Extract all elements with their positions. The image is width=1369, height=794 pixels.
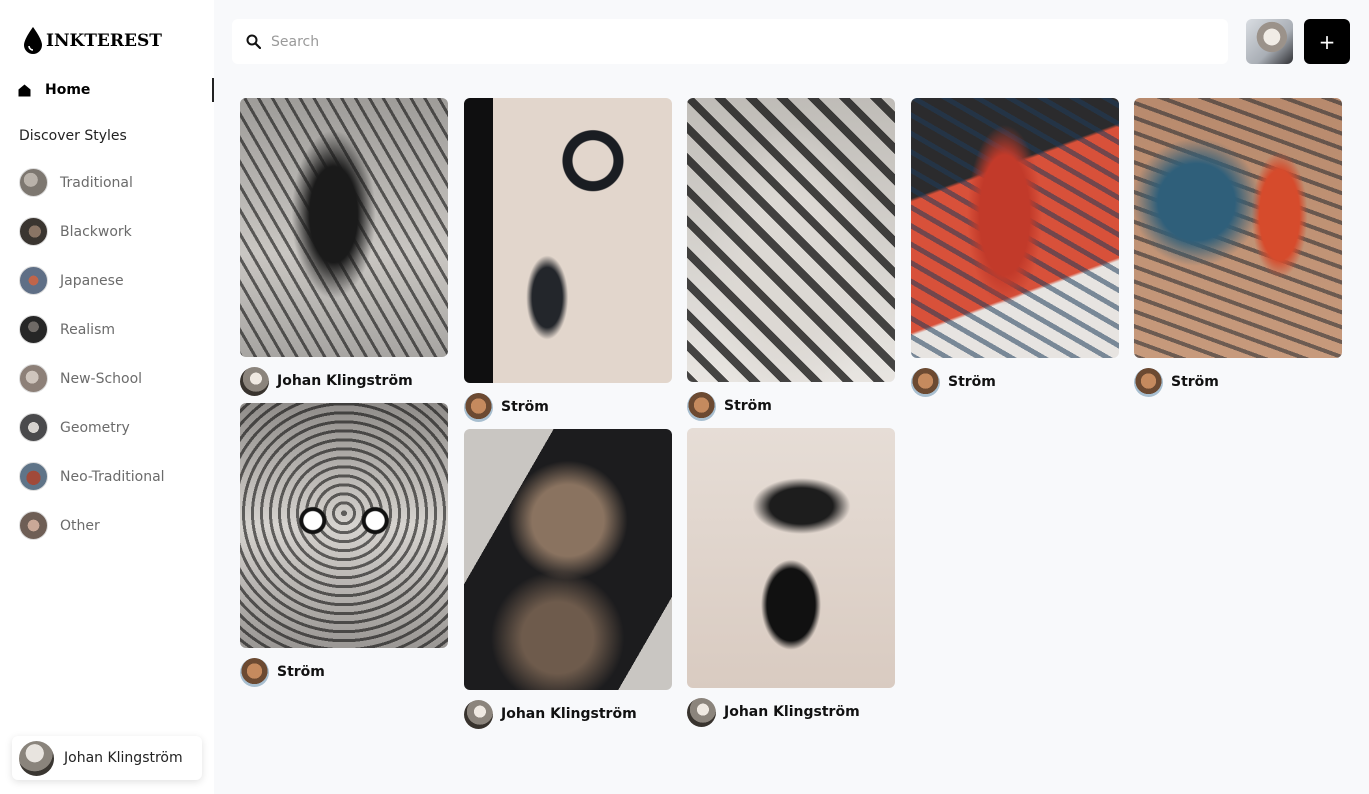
discover-styles-heading: Discover Styles: [19, 128, 127, 144]
traditional-thumbnail: [19, 168, 48, 197]
avatar: [464, 392, 493, 422]
search-input[interactable]: [271, 33, 1171, 50]
sidebar-item-label: Geometry: [60, 419, 130, 436]
sidebar-item-label: Traditional: [60, 174, 133, 191]
other-thumbnail: [19, 511, 48, 540]
ink-drop-icon: [24, 27, 42, 54]
sidebar-item-blackwork[interactable]: Blackwork: [19, 216, 165, 247]
pin-image[interactable]: [687, 98, 895, 382]
sidebar-item-realism[interactable]: Realism: [19, 314, 165, 345]
sidebar-item-label: Blackwork: [60, 223, 132, 240]
pin-card[interactable]: Johan Klingström: [464, 429, 672, 729]
pin-author[interactable]: Ström: [240, 657, 448, 687]
pin-card[interactable]: Ström: [911, 98, 1119, 397]
pin-author[interactable]: Ström: [911, 367, 1119, 397]
user-profile-card[interactable]: Johan Klingström: [12, 736, 202, 780]
add-pin-button[interactable]: +: [1304, 19, 1350, 64]
pin-card[interactable]: Johan Klingström: [240, 98, 448, 396]
sidebar-item-label: New-School: [60, 370, 143, 387]
sidebar-item-home[interactable]: Home: [18, 78, 214, 102]
author-name: Ström: [724, 398, 772, 414]
pin-image[interactable]: [464, 98, 672, 383]
active-indicator: [212, 78, 214, 102]
sidebar-item-label: Home: [45, 82, 91, 98]
author-name: Ström: [1171, 374, 1219, 390]
author-name: Johan Klingström: [501, 706, 637, 722]
blackwork-thumbnail: [19, 217, 48, 246]
pin-image[interactable]: [464, 429, 672, 690]
profile-avatar-button[interactable]: [1246, 19, 1293, 64]
pin-author[interactable]: Johan Klingström: [464, 699, 672, 729]
pin-author[interactable]: Johan Klingström: [687, 697, 895, 727]
pin-card[interactable]: Johan Klingström: [687, 428, 895, 727]
avatar: [911, 367, 940, 397]
pin-image[interactable]: [911, 98, 1119, 358]
avatar: [1134, 367, 1163, 397]
author-name: Johan Klingström: [724, 704, 860, 720]
pin-image[interactable]: [1134, 98, 1342, 358]
sidebar-item-label: Neo-Traditional: [60, 468, 165, 485]
sidebar-item-label: Realism: [60, 321, 116, 338]
author-name: Ström: [948, 374, 996, 390]
pin-card[interactable]: Ström: [464, 98, 672, 422]
sidebar-item-new-school[interactable]: New-School: [19, 363, 165, 394]
geometry-thumbnail: [19, 413, 48, 442]
avatar: [240, 366, 269, 396]
styles-list: Traditional Blackwork Japanese Realism N…: [19, 167, 165, 559]
pin-card[interactable]: Ström: [687, 98, 895, 421]
realism-thumbnail: [19, 315, 48, 344]
japanese-thumbnail: [19, 266, 48, 295]
pin-card[interactable]: Ström: [240, 403, 448, 687]
pin-author[interactable]: Ström: [464, 392, 672, 422]
avatar: [240, 657, 269, 687]
sidebar-item-traditional[interactable]: Traditional: [19, 167, 165, 198]
avatar: [19, 740, 54, 776]
author-name: Ström: [501, 399, 549, 415]
search-icon: [246, 34, 261, 49]
home-icon: [18, 84, 31, 96]
sidebar-item-label: Other: [60, 517, 100, 534]
sidebar-item-japanese[interactable]: Japanese: [19, 265, 165, 296]
logo[interactable]: INKTEREST: [22, 26, 162, 56]
pin-image[interactable]: [240, 98, 448, 357]
sidebar: INKTEREST Home Discover Styles Tradition…: [0, 0, 214, 794]
pin-author[interactable]: Johan Klingström: [240, 366, 448, 396]
avatar: [687, 391, 716, 421]
author-name: Johan Klingström: [277, 373, 413, 389]
pin-image[interactable]: [687, 428, 895, 688]
author-name: Ström: [277, 664, 325, 680]
sidebar-item-neo-traditional[interactable]: Neo-Traditional: [19, 461, 165, 492]
user-name: Johan Klingström: [64, 750, 183, 766]
pin-image[interactable]: [240, 403, 448, 648]
sidebar-item-geometry[interactable]: Geometry: [19, 412, 165, 443]
pin-card[interactable]: Ström: [1134, 98, 1342, 397]
sidebar-item-other[interactable]: Other: [19, 510, 165, 541]
logo-text: INKTEREST: [46, 31, 162, 51]
new-school-thumbnail: [19, 364, 48, 393]
neo-traditional-thumbnail: [19, 462, 48, 491]
pin-author[interactable]: Ström: [1134, 367, 1342, 397]
search-bar[interactable]: [232, 19, 1228, 64]
pin-author[interactable]: Ström: [687, 391, 895, 421]
avatar: [464, 699, 493, 729]
sidebar-item-label: Japanese: [60, 272, 124, 289]
avatar: [687, 697, 716, 727]
